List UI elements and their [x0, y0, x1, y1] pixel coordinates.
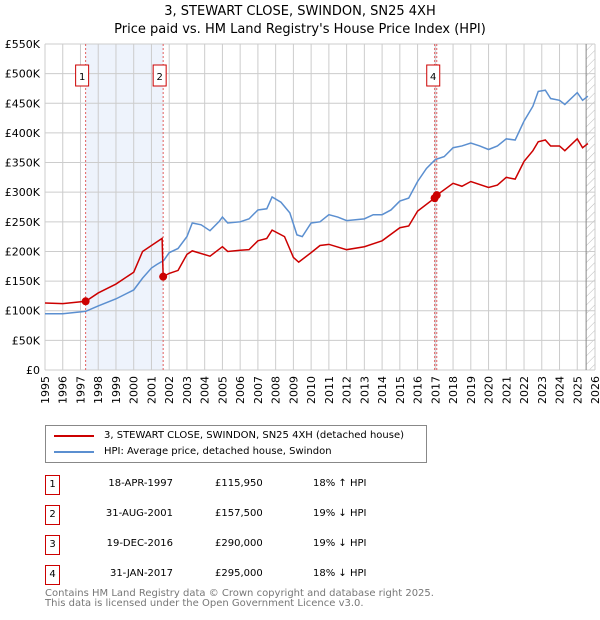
- y-tick-label: £500K: [5, 68, 41, 81]
- x-tick-label: 1999: [110, 376, 123, 404]
- x-tick-label: 2015: [394, 376, 407, 404]
- sale-date: 19-DEC-2016: [106, 538, 173, 549]
- x-tick-label: 2014: [376, 376, 389, 404]
- y-tick-label: £400K: [5, 127, 41, 140]
- x-tick-label: 2009: [287, 376, 300, 404]
- table-row: 4 31-JAN-2017 £295,000 18% ↓ HPI: [45, 565, 445, 585]
- y-tick-label: £50K: [12, 334, 41, 347]
- footer: Contains HM Land Registry data © Crown c…: [45, 589, 434, 609]
- y-tick-label: £150K: [5, 275, 41, 288]
- sale-price: £295,000: [215, 568, 263, 579]
- legend: 3, STEWART CLOSE, SWINDON, SN25 4XH (det…: [45, 425, 427, 463]
- table-row: 1 18-APR-1997 £115,950 18% ↑ HPI: [45, 475, 445, 495]
- sale-marker-label: 1: [79, 72, 85, 83]
- x-tick-label: 2002: [163, 376, 176, 404]
- x-tick-label: 2024: [554, 376, 567, 404]
- sale-number: 1: [45, 475, 60, 495]
- sale-marker-label: 2: [156, 72, 162, 83]
- sale-hpi: 19% ↓ HPI: [313, 538, 367, 549]
- legend-item-hpi: HPI: Average price, detached house, Swin…: [54, 446, 332, 457]
- x-tick-label: 1996: [57, 376, 70, 404]
- x-tick-label: 2020: [483, 376, 496, 404]
- sale-hpi: 18% ↓ HPI: [313, 568, 367, 579]
- sale-number: 2: [45, 505, 60, 525]
- sale-marker-label: 4: [430, 72, 436, 83]
- x-tick-label: 2001: [145, 376, 158, 404]
- sale-marker-box: [426, 64, 441, 87]
- sale-point: [159, 272, 168, 281]
- y-tick-label: £0: [26, 364, 40, 377]
- sale-price: £115,950: [215, 478, 263, 489]
- price-chart: £0 £50K £100K £150K £200K £250K £300K £350K £400…: [5, 38, 600, 404]
- y-tick-label: £450K: [5, 97, 41, 110]
- sale-hpi: 19% ↓ HPI: [313, 508, 367, 519]
- title-line: 3, STEWART CLOSE, SWINDON, SN25 4XH: [164, 4, 436, 19]
- x-tick-label: 2011: [323, 376, 336, 404]
- table-row: 3 19-DEC-2016 £290,000 19% ↓ HPI: [45, 535, 445, 555]
- legend-swatch-red: [54, 434, 94, 437]
- sale-marker-box: [75, 64, 90, 87]
- sale-marker-box: [152, 64, 167, 87]
- x-tick-label: 2005: [216, 376, 229, 404]
- x-tick-label: 1998: [92, 376, 105, 404]
- x-tick-label: 2006: [234, 376, 247, 404]
- sale-point: [432, 191, 441, 200]
- x-tick-label: 2004: [199, 376, 212, 404]
- x-tick-label: 1997: [74, 376, 87, 404]
- legend-label: 3, STEWART CLOSE, SWINDON, SN25 4XH (det…: [104, 430, 405, 441]
- y-tick-label: £100K: [5, 305, 41, 318]
- chart-title: 3, STEWART CLOSE, SWINDON, SN25 4XH Price…: [0, 3, 600, 39]
- x-tick-label: 2026: [589, 376, 600, 404]
- x-tick-label: 2025: [571, 376, 584, 404]
- sale-price: £157,500: [215, 508, 263, 519]
- x-tick-label: 2007: [252, 376, 265, 404]
- x-tick-label: 2019: [465, 376, 478, 404]
- legend-swatch-blue: [54, 450, 94, 453]
- sale-number: 4: [45, 565, 60, 585]
- x-tick-label: 2018: [447, 376, 460, 404]
- subtitle-line: Price paid vs. HM Land Registry's House …: [114, 22, 486, 37]
- sale-hpi: 18% ↑ HPI: [313, 478, 367, 489]
- table-row: 2 31-AUG-2001 £157,500 19% ↓ HPI: [45, 505, 445, 525]
- y-tick-label: £300K: [5, 186, 41, 199]
- sale-date: 18-APR-1997: [108, 478, 173, 489]
- x-tick-label: 1995: [39, 376, 52, 404]
- y-tick-label: £350K: [5, 157, 41, 170]
- sale-point: [81, 297, 90, 306]
- hpi-line: [45, 89, 589, 315]
- x-tick-label: 2000: [128, 376, 141, 404]
- footer-line: This data is licensed under the Open Gov…: [45, 598, 364, 609]
- x-tick-label: 2012: [341, 376, 354, 404]
- x-tick-label: 2021: [500, 376, 513, 404]
- sale-price: £290,000: [215, 538, 263, 549]
- x-tick-label: 2017: [429, 376, 442, 404]
- legend-item-property: 3, STEWART CLOSE, SWINDON, SN25 4XH (det…: [54, 430, 404, 441]
- y-tick-label: £550K: [5, 38, 41, 51]
- y-tick-label: £200K: [5, 245, 41, 258]
- legend-label: HPI: Average price, detached house, Swin…: [104, 446, 332, 457]
- x-tick-label: 2022: [518, 376, 531, 404]
- sale-date: 31-AUG-2001: [105, 508, 173, 519]
- property-price-line: [44, 137, 589, 305]
- footer-line: Contains HM Land Registry data © Crown c…: [45, 588, 434, 599]
- x-tick-label: 2008: [270, 376, 283, 404]
- x-tick-label: 2003: [181, 376, 194, 404]
- x-tick-label: 2010: [305, 376, 318, 404]
- y-tick-label: £250K: [5, 216, 41, 229]
- sale-date: 31-JAN-2017: [109, 568, 173, 579]
- x-tick-label: 2023: [536, 376, 549, 404]
- forecast-hatch: [586, 44, 595, 370]
- x-tick-label: 2016: [412, 376, 425, 404]
- sale-number: 3: [45, 535, 60, 555]
- x-tick-label: 2013: [358, 376, 371, 404]
